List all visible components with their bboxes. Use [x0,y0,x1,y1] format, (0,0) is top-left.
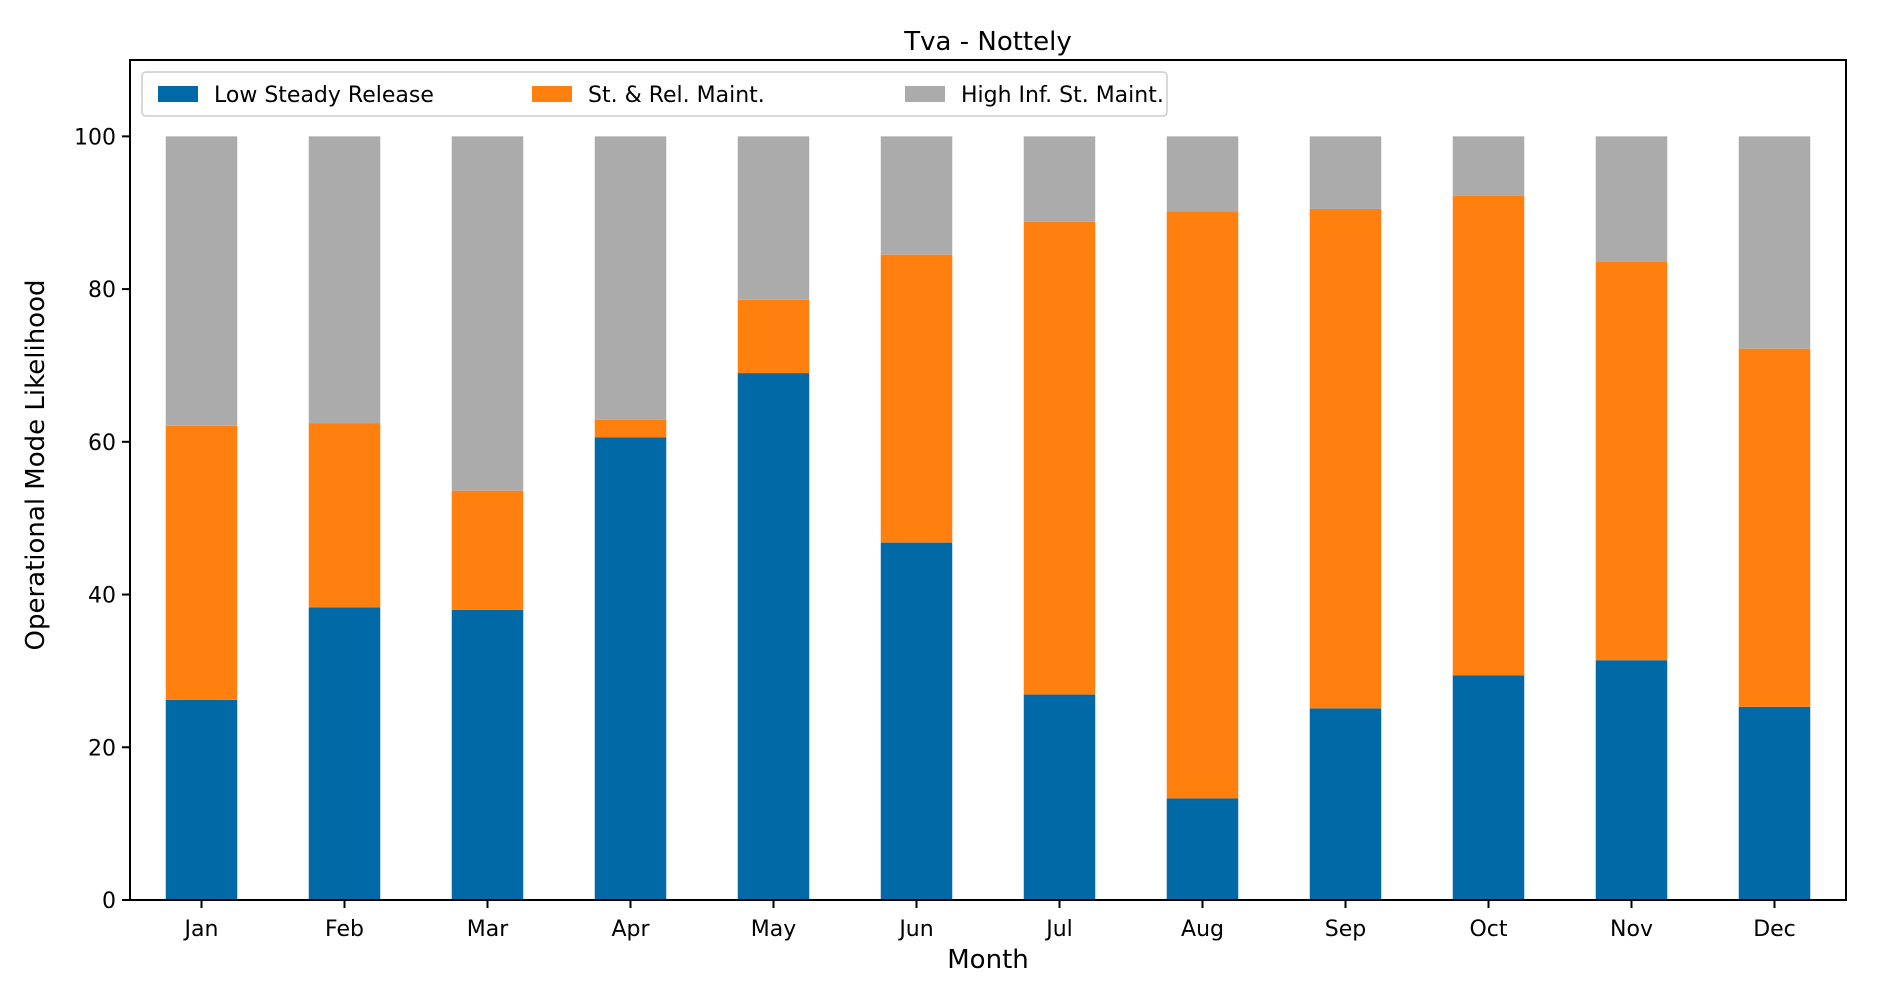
x-tick-label: Mar [467,917,509,942]
x-tick-label: Apr [611,917,650,942]
bar-feb-series-2 [308,423,381,608]
legend-label: Low Steady Release [214,83,434,108]
x-tick-label: Oct [1469,917,1507,942]
x-tick-label: Dec [1753,917,1796,942]
y-tick-label: 0 [102,889,116,914]
legend-swatch [532,86,572,102]
y-tick-label: 60 [88,431,116,456]
x-tick-label: Jun [897,917,933,942]
ticks-layer: Jan Feb Mar Apr May Jun Jul Aug Sep Oct Nov Dec 0 20 4… [74,125,1796,942]
bar-jan-series-1 [165,699,238,900]
x-tick-label: Sep [1325,917,1366,942]
bar-may-series-1 [737,373,810,901]
bar-feb-series-1 [308,607,381,900]
x-tick-label: Nov [1610,917,1653,942]
bar-dec-series-1 [1738,706,1811,900]
bars-layer [165,136,1811,901]
x-tick-label: Jan [183,917,219,942]
bar-aug-series-1 [1166,798,1239,900]
bar-sep-series-1 [1309,708,1382,900]
bar-aug-series-2 [1166,211,1239,799]
x-tick-label: May [751,917,796,942]
bar-mar-series-1 [451,609,524,900]
y-axis-label: Operational Mode Likelihood [21,280,51,651]
bar-oct-series-1 [1452,675,1525,900]
bar-nov-series-2 [1595,261,1668,661]
bar-feb-series-3 [308,136,381,424]
y-tick-label: 80 [88,278,116,303]
bar-may-series-2 [737,299,810,374]
bar-jul-series-1 [1023,694,1096,900]
bar-jul-series-3 [1023,136,1096,222]
bar-sep-series-3 [1309,136,1382,209]
y-tick-label: 100 [74,125,116,150]
bar-aug-series-3 [1166,136,1239,212]
legend-box [141,71,1168,117]
legend-swatch [158,86,198,102]
x-tick-label: Aug [1181,917,1224,942]
y-tick-label: 40 [88,584,116,609]
bar-jun-series-2 [880,254,953,543]
bar-jul-series-2 [1023,221,1096,695]
bar-sep-series-2 [1309,208,1382,709]
legend: Low Steady Release St. & Rel. Maint. High … [141,71,1168,117]
chart-title: Tva - Nottely [903,27,1071,57]
bar-jun-series-3 [880,136,953,255]
bar-oct-series-2 [1452,195,1525,676]
y-tick-label: 20 [88,736,116,761]
legend-swatch [905,86,945,102]
bar-apr-series-2 [594,419,667,438]
legend-label: High Inf. St. Maint. [961,83,1164,108]
x-tick-label: Feb [325,917,364,942]
x-tick-label: Jul [1044,917,1073,942]
bar-dec-series-3 [1738,136,1811,349]
bar-nov-series-1 [1595,660,1668,900]
plot-frame [129,59,1847,901]
bar-mar-series-3 [451,136,524,491]
x-axis-label: Month [947,945,1029,975]
bar-nov-series-3 [1595,136,1668,262]
bar-oct-series-3 [1452,136,1525,196]
bar-may-series-3 [737,136,810,300]
bar-apr-series-3 [594,136,667,420]
bar-mar-series-2 [451,490,524,610]
legend-label: St. & Rel. Maint. [588,83,765,108]
bar-jan-series-3 [165,136,238,426]
bar-apr-series-1 [594,437,667,900]
bar-jun-series-1 [880,542,953,900]
bar-dec-series-2 [1738,348,1811,707]
bar-jan-series-2 [165,425,238,700]
